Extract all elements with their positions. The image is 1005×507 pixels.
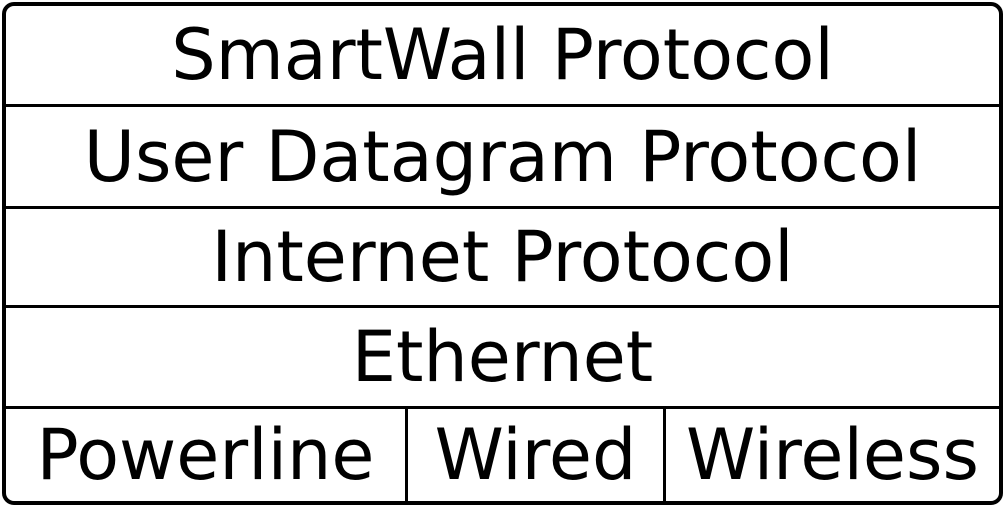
layer-smartwall-protocol: SmartWall Protocol xyxy=(171,14,834,96)
layer-divider xyxy=(6,305,999,308)
layer-divider xyxy=(6,406,999,409)
layer-divider xyxy=(6,104,999,107)
physical-powerline: Powerline xyxy=(36,414,375,496)
cell-divider xyxy=(663,409,666,501)
layer-divider xyxy=(6,206,999,209)
layer-internet-protocol: Internet Protocol xyxy=(211,216,794,298)
physical-wireless: Wireless xyxy=(686,414,979,496)
layer-ethernet: Ethernet xyxy=(351,316,654,398)
cell-divider xyxy=(405,409,408,501)
layer-user-datagram-protocol: User Datagram Protocol xyxy=(83,115,922,198)
physical-layer-row: Powerline Wired Wireless xyxy=(6,409,999,501)
physical-wired: Wired xyxy=(434,414,637,496)
